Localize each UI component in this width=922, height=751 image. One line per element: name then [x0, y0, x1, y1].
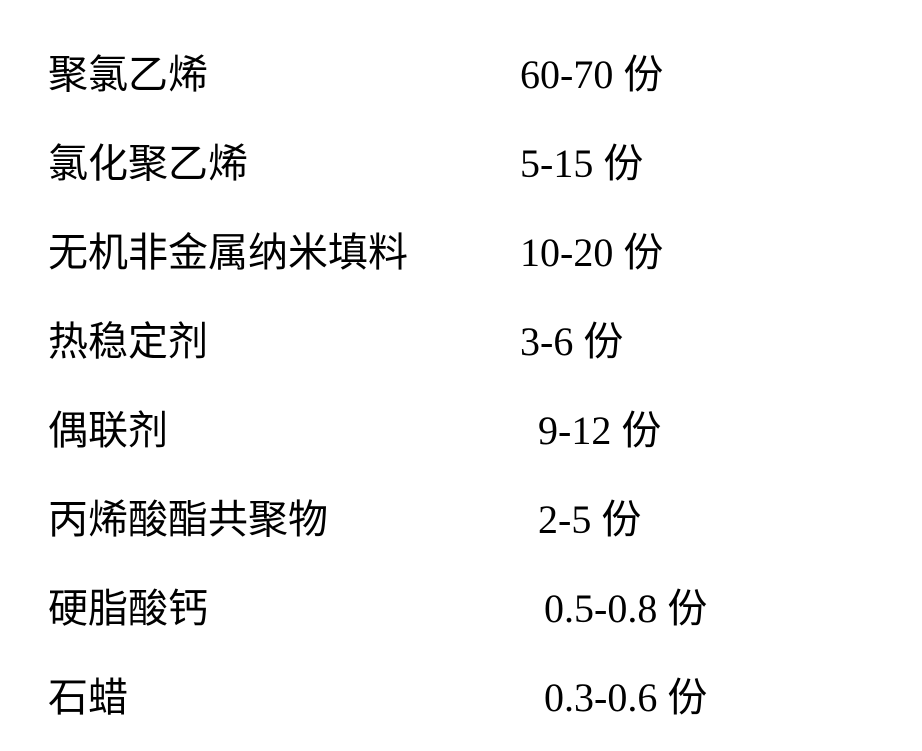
material-amount: 3-6 份	[520, 297, 882, 386]
material-name: 偶联剂	[48, 386, 168, 475]
ingredients-table: 聚氯乙烯 60-70 份 氯化聚乙烯 5-15 份 无机非金属纳米填料 10-2…	[0, 0, 922, 751]
table-row: 硬脂酸钙 0.5-0.8 份	[48, 564, 882, 653]
table-row: 氯化聚乙烯 5-15 份	[48, 119, 882, 208]
table-row: 石蜡 0.3-0.6 份	[48, 653, 882, 742]
table-row: 无机非金属纳米填料 10-20 份	[48, 208, 882, 297]
material-amount: 10-20 份	[520, 208, 882, 297]
material-name: 聚氯乙烯	[48, 30, 208, 119]
table-row: 热稳定剂 3-6 份	[48, 297, 882, 386]
material-name: 硬脂酸钙	[48, 564, 208, 653]
material-amount: 5-15 份	[520, 119, 882, 208]
material-amount: 9-12 份	[538, 386, 882, 475]
material-amount: 60-70 份	[520, 30, 882, 119]
material-amount: 2-5 份	[538, 475, 882, 564]
table-row: 丙烯酸酯共聚物 2-5 份	[48, 475, 882, 564]
material-name: 无机非金属纳米填料	[48, 208, 408, 297]
material-name: 石蜡	[48, 653, 128, 742]
material-name: 氯化聚乙烯	[48, 119, 248, 208]
table-row: 偶联剂 9-12 份	[48, 386, 882, 475]
material-amount: 0.3-0.6 份	[544, 653, 882, 742]
material-name: 丙烯酸酯共聚物	[48, 475, 328, 564]
table-row: 聚氯乙烯 60-70 份	[48, 30, 882, 119]
material-name: 热稳定剂	[48, 297, 208, 386]
material-amount: 0.5-0.8 份	[544, 564, 882, 653]
